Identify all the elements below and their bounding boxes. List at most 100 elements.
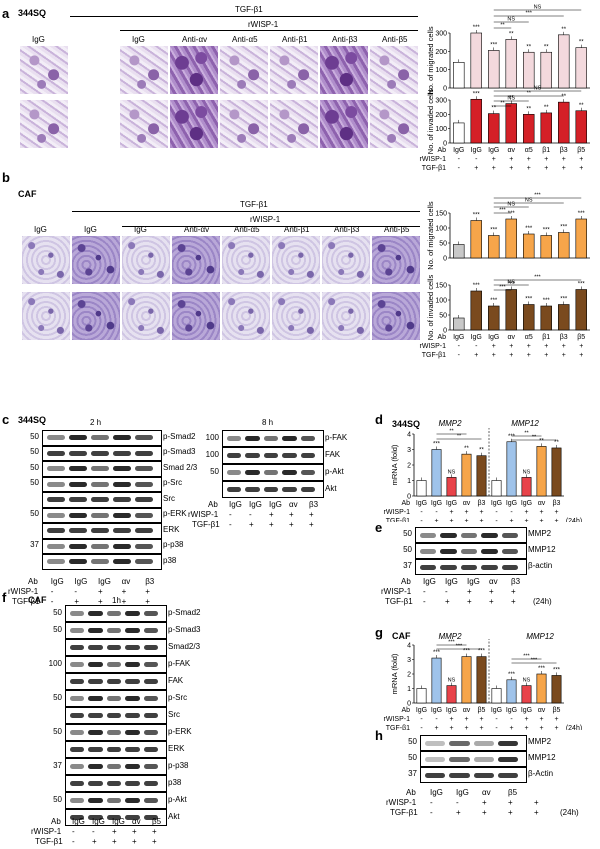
significance-mark: ** [544, 44, 549, 50]
significance-mark: *** [508, 282, 516, 288]
protein-band [70, 815, 85, 820]
protein-band [47, 450, 65, 456]
y-tick-label: 100 [435, 67, 447, 74]
panel-a-tgf-line [70, 16, 418, 17]
mw-marker: 50 [53, 692, 62, 702]
protein-label: β-Actin [528, 769, 554, 778]
lane-label: + [309, 520, 314, 529]
protein-band [70, 798, 85, 803]
protein-band [125, 781, 140, 786]
protein-label: p-Akt [325, 466, 344, 476]
protein-band [125, 747, 140, 752]
bar [521, 685, 532, 704]
protein-band [91, 481, 109, 487]
lane-label: IgG [249, 500, 262, 509]
x-row-label: IgG [506, 500, 517, 507]
bar [470, 32, 482, 89]
x-row-label: - [475, 343, 478, 350]
protein-label: ERK [168, 743, 185, 753]
protein-band [69, 466, 87, 472]
x-row-label: αv [538, 707, 546, 714]
lane-label: - [229, 520, 232, 529]
protein-label: p-p38 [163, 540, 184, 550]
x-row-label: Ab [437, 334, 446, 341]
lane-label: IgG [229, 500, 242, 509]
comparison-label: ** [457, 434, 462, 440]
protein-band [88, 764, 103, 769]
x-row-label: IgG [521, 500, 532, 507]
lane-label: (24h) [533, 597, 552, 606]
significance-mark: ** [526, 106, 531, 112]
protein-band [106, 611, 122, 616]
x-row-label: TGF-β1 [386, 725, 410, 730]
x-row-label: β3 [560, 334, 568, 341]
significance-mark: ** [554, 440, 559, 446]
x-row-label: + [464, 509, 468, 516]
protein-band [88, 781, 103, 786]
blot-strip [65, 707, 167, 724]
protein-band [47, 559, 65, 565]
x-row-label: - [458, 165, 461, 172]
protein-band [91, 450, 109, 456]
comparison-label: ** [449, 429, 454, 435]
micrograph-image [72, 236, 120, 284]
x-row-label: IgG [453, 334, 464, 341]
protein-band [263, 453, 279, 458]
panel-f-label: f [2, 590, 7, 605]
y-axis-label: mRNA (fold) [390, 444, 399, 485]
lane-label: Ab [406, 788, 416, 797]
bar [453, 62, 465, 89]
x-row-label: - [420, 518, 423, 522]
x-row-label: Ab [401, 707, 410, 714]
lane-label: IgG [92, 817, 105, 826]
protein-band [440, 548, 457, 554]
blot-strip [420, 735, 527, 751]
image-col-label: IgG [134, 225, 147, 234]
comparison-label: *** [448, 640, 455, 646]
significance-mark: *** [463, 649, 471, 655]
protein-band [113, 481, 131, 487]
protein-band [106, 628, 122, 633]
protein-band [106, 764, 122, 769]
micrograph-image [170, 46, 218, 94]
lane-label: rWISP-1 [381, 587, 412, 596]
significance-mark: *** [508, 211, 516, 217]
x-row-label: - [495, 518, 498, 522]
lane-label: + [269, 510, 274, 519]
comparison-label: *** [523, 654, 530, 660]
protein-band [125, 730, 140, 735]
protein-band [227, 487, 242, 492]
y-tick-label: 200 [435, 112, 447, 119]
protein-band [88, 730, 103, 735]
y-tick-label: 0 [443, 141, 447, 148]
lane-label: + [456, 808, 461, 817]
lane-label: + [145, 597, 150, 606]
protein-band [125, 696, 140, 701]
significance-mark: *** [473, 213, 481, 219]
protein-band [143, 662, 158, 667]
micrograph-image [22, 236, 70, 284]
x-row-label: + [464, 518, 468, 522]
protein-band [425, 772, 446, 778]
significance-mark: *** [478, 649, 486, 655]
protein-band [106, 713, 122, 718]
protein-band [70, 747, 85, 752]
x-row-label: + [524, 716, 528, 723]
x-row-label: TGF-β1 [386, 518, 410, 522]
protein-band [113, 435, 131, 441]
protein-band [69, 512, 87, 518]
mw-marker: 50 [408, 737, 417, 746]
significance-mark: ** [491, 106, 496, 112]
x-row-label: + [479, 725, 483, 730]
bar [453, 317, 465, 331]
comparison-label: *** [531, 658, 538, 664]
protein-label: Smad 2/3 [163, 462, 198, 472]
blot-strip [65, 673, 167, 690]
protein-band [135, 543, 153, 549]
x-row-label: + [539, 509, 543, 516]
bar [540, 235, 552, 259]
x-row-label: αv [463, 500, 471, 507]
significance-mark: *** [490, 42, 498, 48]
lane-label: TGF-β1 [12, 597, 40, 606]
protein-band [88, 696, 103, 701]
